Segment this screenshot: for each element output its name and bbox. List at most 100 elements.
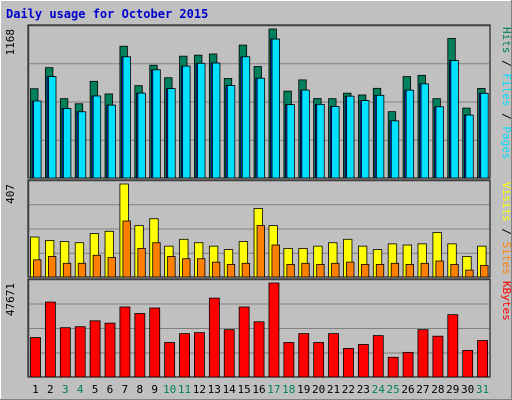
bar-kbytes: [238, 306, 250, 378]
bar-sites: [152, 242, 161, 278]
x-tick-label: 28: [431, 383, 444, 396]
legend-entry: Pages: [500, 126, 512, 159]
x-tick-label: 14: [223, 383, 237, 396]
x-tick-label: 11: [178, 383, 191, 396]
x-tick-label: 1: [32, 383, 39, 396]
bar-sites: [33, 259, 42, 278]
x-tick-label: 6: [107, 383, 114, 396]
legend-entry: Visits: [500, 182, 512, 222]
bar-kbytes: [447, 314, 459, 378]
y-max-label: 407: [4, 184, 17, 204]
bar-sites: [77, 262, 87, 278]
bar-files: [465, 114, 474, 179]
bar-files: [346, 95, 355, 179]
bar-sites: [137, 248, 146, 278]
bar-sites: [435, 260, 444, 278]
bar-kbytes: [313, 342, 325, 378]
bar-files: [450, 60, 459, 179]
bar-files: [420, 83, 429, 179]
x-tick-label: 4: [77, 383, 84, 396]
bar-kbytes: [104, 322, 116, 378]
bar-files: [331, 106, 340, 179]
x-tick-label: 31: [476, 383, 489, 396]
bar-sites: [271, 244, 280, 278]
x-tick-label: 16: [252, 383, 265, 396]
legend-entry: Files: [500, 73, 512, 106]
bar-files: [390, 120, 400, 179]
x-tick-label: 20: [312, 383, 325, 396]
x-tick-label: 23: [357, 383, 370, 396]
x-tick-label: 12: [193, 383, 206, 396]
bar-kbytes: [387, 356, 399, 378]
bar-sites: [167, 256, 176, 278]
panel-visits-sites: 407: [4, 179, 491, 278]
bar-kbytes: [134, 313, 146, 378]
bar-sites: [375, 264, 385, 278]
bar-kbytes: [343, 348, 354, 378]
bar-sites: [122, 220, 131, 278]
bar-sites: [301, 262, 310, 278]
bar-kbytes: [194, 332, 205, 378]
bar-kbytes: [74, 326, 86, 378]
bar-kbytes: [372, 335, 384, 378]
bar-kbytes: [283, 342, 295, 378]
bar-kbytes: [477, 340, 488, 378]
bar-files: [375, 94, 385, 179]
bar-sites: [211, 261, 221, 278]
bar-files: [480, 92, 489, 179]
bar-files: [212, 62, 221, 179]
bar-sites: [197, 258, 206, 278]
bar-sites: [465, 269, 474, 278]
bar-files: [152, 69, 161, 179]
bar-sites: [286, 264, 295, 278]
bar-kbytes: [417, 329, 429, 378]
legend: KBytes: [500, 281, 512, 321]
bar-kbytes: [462, 349, 474, 378]
bar-files: [286, 104, 295, 179]
x-tick-label: 3: [62, 383, 69, 396]
bar-kbytes: [149, 307, 161, 378]
bar-kbytes: [164, 342, 176, 378]
bar-files: [122, 56, 131, 179]
x-tick-label: 30: [461, 383, 474, 396]
bar-kbytes: [402, 351, 414, 378]
bar-files: [241, 56, 251, 179]
legend-entry: Hits: [500, 27, 512, 54]
panel-hits-files-pages: 1168: [4, 24, 491, 179]
bar-kbytes: [89, 320, 101, 378]
bar-sites: [256, 225, 265, 278]
bar-files: [63, 108, 72, 179]
bar-files: [33, 100, 42, 179]
x-tick-label: 19: [297, 383, 310, 396]
bar-files: [167, 88, 176, 179]
bar-sites: [107, 257, 116, 278]
bar-kbytes: [298, 333, 310, 378]
x-tick-label: 26: [401, 383, 414, 396]
bar-files: [316, 103, 325, 179]
bar-kbytes: [59, 327, 71, 378]
bar-files: [405, 89, 415, 179]
bar-files: [107, 104, 117, 179]
bar-files: [92, 95, 102, 179]
x-tick-label: 25: [387, 383, 400, 396]
x-tick-label: 15: [237, 383, 250, 396]
chart-title: Daily usage for October 2015: [6, 7, 208, 21]
bar-files: [226, 85, 236, 179]
bar-files: [137, 92, 146, 179]
bar-kbytes: [357, 344, 369, 378]
x-tick-label: 18: [282, 383, 295, 396]
x-tick-label: 7: [122, 383, 129, 396]
legend: Visits / Sites: [500, 182, 512, 275]
bar-sites: [62, 262, 72, 278]
bar-kbytes: [328, 333, 339, 378]
bar-sites: [331, 262, 340, 278]
y-max-label: 47671: [4, 283, 17, 316]
bar-sites: [48, 256, 57, 278]
x-tick-label: 2: [47, 383, 54, 396]
bar-sites: [360, 264, 370, 278]
x-tick-label: 22: [342, 383, 355, 396]
legend-entry: Sites: [500, 242, 512, 275]
bar-files: [271, 38, 280, 179]
bar-sites: [92, 254, 102, 278]
bar-sites: [346, 261, 355, 278]
